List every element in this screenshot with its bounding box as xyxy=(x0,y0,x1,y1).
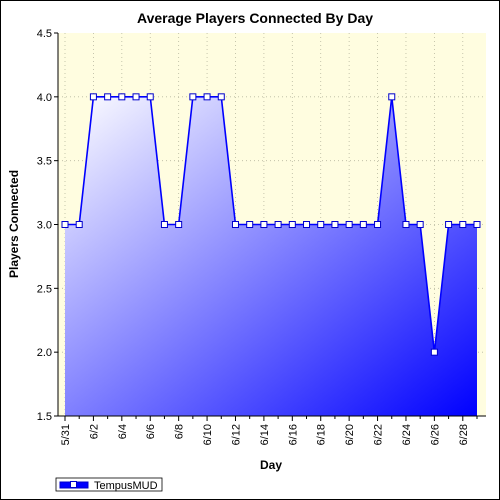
data-point xyxy=(132,93,140,101)
x-tick-label: 6/28 xyxy=(458,424,470,445)
data-point xyxy=(416,221,424,228)
chart-title: Average Players Connected By Day xyxy=(137,10,373,26)
data-point xyxy=(89,93,97,101)
x-tick-label: 6/26 xyxy=(429,424,441,445)
legend-label: TempusMUD xyxy=(94,480,158,492)
x-tick-label: 6/2 xyxy=(88,424,100,439)
y-tick-label: 3.5 xyxy=(37,156,52,168)
data-markers xyxy=(61,93,481,356)
x-tick-label: 6/22 xyxy=(373,424,385,445)
data-point xyxy=(317,221,325,228)
data-point xyxy=(175,221,183,228)
data-point xyxy=(61,221,69,228)
x-tick-label: 6/16 xyxy=(287,424,299,445)
data-point xyxy=(189,93,197,101)
x-tick-label: 6/6 xyxy=(145,424,157,439)
data-point xyxy=(430,348,438,356)
x-tick-label: 6/4 xyxy=(117,424,129,439)
x-axis-ticks: 5/31 6/2 6/4 6/6 6/8 6/10 6/12 6/14 6/16 6/18 6/20… xyxy=(60,416,478,445)
data-point xyxy=(388,93,396,101)
y-tick-label: 2.0 xyxy=(37,347,52,359)
data-point xyxy=(303,221,311,228)
series-area-tempusmud xyxy=(65,96,477,416)
x-tick-label: 6/8 xyxy=(174,424,186,439)
x-tick-label: 6/10 xyxy=(202,424,214,445)
y-axis-ticks: 1.5 2.0 2.5 3.0 3.5 4.0 4.5 xyxy=(37,28,58,423)
data-point xyxy=(203,93,211,101)
data-point xyxy=(75,221,83,228)
y-tick-label: 2.5 xyxy=(37,283,52,295)
y-axis-title: Players Connected xyxy=(7,170,21,278)
y-tick-label: 1.5 xyxy=(37,411,52,423)
data-point xyxy=(445,221,453,228)
data-point xyxy=(231,221,239,228)
legend-marker-icon xyxy=(70,481,77,488)
data-point xyxy=(459,221,467,228)
data-point xyxy=(146,93,154,101)
x-tick-label: 6/20 xyxy=(344,424,356,445)
data-point xyxy=(359,221,367,228)
data-point xyxy=(104,93,112,101)
data-point xyxy=(118,93,126,101)
legend: TempusMUD xyxy=(55,477,163,492)
data-point xyxy=(374,221,382,228)
x-tick-label: 6/24 xyxy=(401,424,413,445)
x-tick-label: 6/12 xyxy=(230,424,242,445)
x-tick-label: 6/18 xyxy=(316,424,328,445)
x-tick-label: 6/14 xyxy=(259,424,271,445)
data-point xyxy=(217,93,225,101)
data-point xyxy=(331,221,339,228)
data-point xyxy=(160,221,168,228)
data-point xyxy=(260,221,268,228)
x-tick-label: 5/31 xyxy=(60,424,72,445)
y-tick-label: 4.0 xyxy=(37,92,52,104)
y-tick-label: 3.0 xyxy=(37,220,52,232)
data-point xyxy=(345,221,353,228)
data-point xyxy=(473,221,481,228)
data-point xyxy=(402,221,410,228)
y-tick-label: 4.5 xyxy=(37,28,52,40)
x-axis-title: Day xyxy=(260,458,282,472)
data-point xyxy=(246,221,254,228)
data-point xyxy=(288,221,296,228)
data-point xyxy=(274,221,282,228)
